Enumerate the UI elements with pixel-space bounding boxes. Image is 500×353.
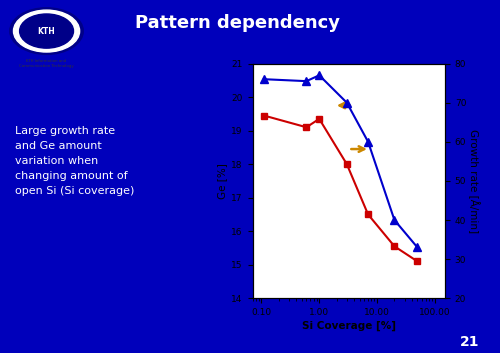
Text: KTH: KTH	[38, 26, 56, 36]
Y-axis label: Growth rate [Å/min]: Growth rate [Å/min]	[468, 129, 480, 233]
Text: Large growth rate
and Ge amount
variation when
changing amount of
open Si (Si co: Large growth rate and Ge amount variatio…	[15, 126, 134, 197]
Circle shape	[20, 14, 74, 48]
Y-axis label: Ge [%]: Ge [%]	[217, 163, 227, 199]
X-axis label: Si Coverage [%]: Si Coverage [%]	[302, 321, 396, 331]
Text: Pattern dependency: Pattern dependency	[135, 14, 340, 32]
Text: KTH Information and
Communication Technology: KTH Information and Communication Techno…	[19, 59, 74, 68]
Circle shape	[10, 8, 84, 54]
Circle shape	[14, 10, 80, 52]
Text: 21: 21	[460, 335, 480, 349]
